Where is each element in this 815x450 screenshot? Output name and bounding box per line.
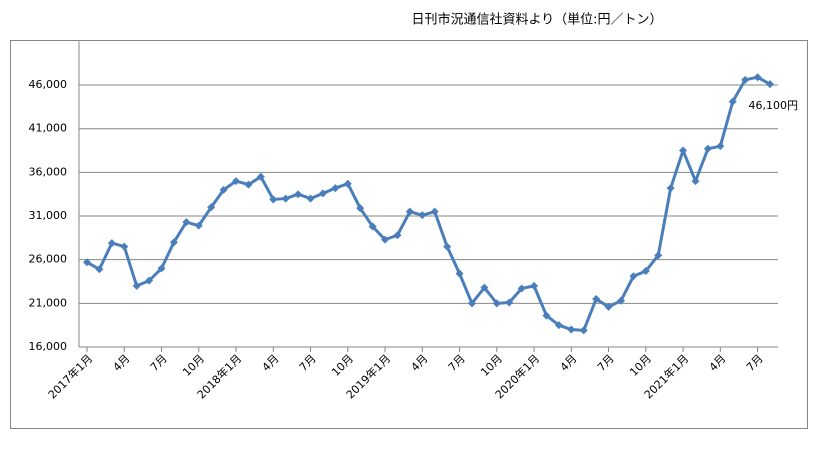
marker (641, 267, 650, 276)
x-tick-label: 4月 (409, 352, 431, 374)
x-tick-label: 10月 (478, 352, 505, 379)
marker (219, 185, 228, 194)
chart-title: 日刊市況通信社資料より（単位:円／トン） (411, 12, 662, 28)
marker (592, 294, 601, 303)
data-label: 46,100円 (749, 99, 799, 112)
marker (703, 144, 712, 153)
marker (169, 238, 178, 247)
marker (232, 177, 241, 186)
marker (107, 239, 116, 248)
marker (629, 272, 638, 281)
chart-border (10, 40, 808, 429)
marker (294, 190, 303, 199)
marker (716, 142, 725, 151)
marker (492, 299, 501, 308)
marker (405, 207, 414, 216)
marker (455, 269, 464, 278)
x-tick-label: 7月 (148, 352, 170, 374)
marker (443, 242, 452, 251)
marker (343, 179, 352, 188)
x-tick-label: 7月 (595, 352, 617, 374)
marker (567, 325, 576, 334)
marker (741, 75, 750, 84)
y-tick-label: 36,000 (29, 165, 68, 178)
marker (616, 296, 625, 305)
marker (120, 242, 129, 251)
y-tick-label: 41,000 (29, 122, 68, 135)
line (86, 75, 771, 332)
x-tick-label: 4月 (111, 352, 133, 374)
x-tick-label: 4月 (707, 352, 729, 374)
marker (281, 194, 290, 203)
marker (418, 211, 427, 220)
marker (753, 73, 762, 82)
marker (505, 298, 514, 307)
x-tick-label: 7月 (297, 352, 319, 374)
x-tick-label: 7月 (446, 352, 468, 374)
marker (132, 281, 141, 290)
marker (604, 302, 613, 311)
marker (430, 207, 439, 216)
marker (393, 231, 402, 240)
marker (666, 184, 675, 193)
y-tick-label: 16,000 (29, 340, 68, 353)
y-tick-label: 46,000 (29, 78, 68, 91)
marker (766, 80, 774, 89)
x-tick-label: 4月 (558, 352, 580, 374)
marker (157, 264, 166, 273)
marker (194, 221, 203, 230)
x-tick-label: 7月 (744, 352, 766, 374)
x-tick-label: 10月 (627, 352, 654, 379)
y-tick-label: 26,000 (29, 253, 68, 266)
marker (83, 258, 91, 267)
marker (691, 177, 700, 186)
marker (269, 195, 278, 204)
marker (256, 172, 265, 181)
marker (145, 276, 154, 285)
x-tick-label: 10月 (180, 352, 207, 379)
marker (306, 194, 315, 203)
marker (728, 97, 737, 106)
marker (679, 146, 688, 155)
marker (381, 235, 390, 244)
marker (579, 326, 588, 335)
y-tick-label: 21,000 (29, 296, 68, 309)
marker (207, 203, 216, 212)
marker (467, 299, 476, 308)
x-tick-label: 4月 (260, 352, 282, 374)
marker (542, 311, 551, 320)
marker (331, 184, 340, 193)
marker (480, 283, 489, 292)
marker (554, 321, 563, 330)
x-tick-label: 10月 (329, 352, 356, 379)
marker (244, 180, 253, 189)
marker (182, 218, 191, 227)
marker (356, 204, 365, 213)
marker (654, 251, 663, 260)
y-tick-label: 31,000 (29, 209, 68, 222)
marker (368, 222, 377, 231)
marker (95, 265, 104, 274)
marker (517, 284, 526, 293)
x-tick-label: 2017年1月 (45, 351, 95, 401)
marker (530, 281, 539, 290)
marker (318, 189, 327, 198)
